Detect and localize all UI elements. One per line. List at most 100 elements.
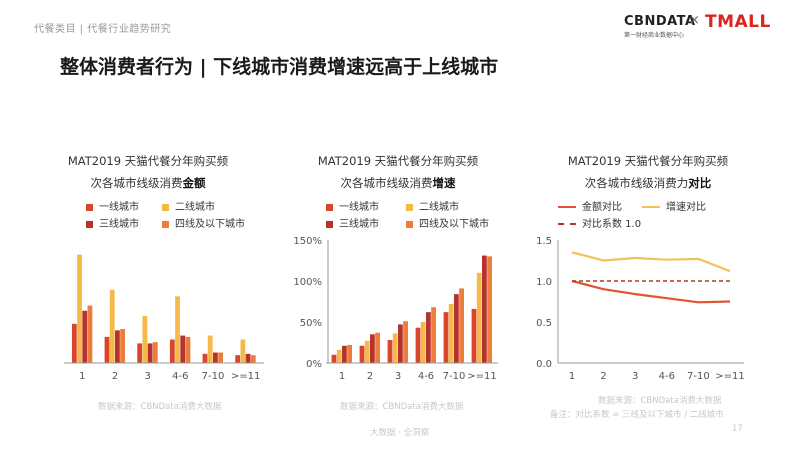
- legend-swatch: [642, 206, 660, 208]
- bar: [235, 355, 241, 363]
- chart-title-line1: MAT2019 天猫代餐分年购买频: [567, 154, 729, 168]
- legend-swatch: [326, 203, 333, 211]
- x-tick-label: 3: [395, 371, 401, 380]
- chart-title-prefix: 次各城市线级消费: [340, 176, 433, 190]
- bar: [180, 335, 186, 363]
- bar: [336, 349, 342, 363]
- x-tick-label: 1: [569, 371, 575, 380]
- legend-swatch: [558, 223, 576, 225]
- chart-title-prefix: 次各城市线级消费力: [584, 176, 689, 190]
- chart-note: 备注：对比系数 = 三线及以下城市 / 二线城市: [550, 410, 724, 420]
- legend-label: 四线及以下城市: [419, 219, 489, 230]
- x-tick-label: 7-10: [443, 371, 466, 380]
- bar: [77, 254, 82, 363]
- bar: [213, 352, 218, 363]
- page-title: 整体消费者行为 | 下线城市消费增速远高于上线城市: [60, 56, 499, 78]
- x-tick-label: 3: [144, 371, 150, 380]
- chart-growth: MAT2019 天猫代餐分年购买频 次各城市线级消费增速 一线城市 二线城市 三…: [278, 150, 518, 430]
- x-tick-label: 4-6: [659, 371, 675, 380]
- legend-label: 一线城市: [339, 202, 379, 213]
- bar: [331, 354, 337, 363]
- x-tick-label: 7-10: [687, 371, 710, 380]
- x-tick-label: 3: [632, 371, 638, 380]
- amount-series-line: [571, 279, 731, 304]
- x-tick-label: 7-10: [202, 371, 225, 380]
- legend-item: 增速对比: [642, 198, 706, 213]
- bar: [71, 323, 77, 363]
- bar: [476, 272, 482, 363]
- legend-swatch: [162, 220, 169, 228]
- chart-ratio: MAT2019 天猫代餐分年购买频 次各城市线级消费力对比 金额对比 增速对比 …: [528, 150, 768, 430]
- bar: [359, 345, 365, 363]
- bar: [403, 321, 408, 363]
- bar: [240, 339, 246, 363]
- bar: [120, 329, 125, 363]
- data-source: 数据来源：CBNData消费大数据: [598, 396, 722, 406]
- x-tick-label: 1: [79, 371, 85, 380]
- bar: [426, 312, 431, 363]
- bar: [147, 343, 153, 363]
- bar: [115, 330, 120, 363]
- bar: [431, 307, 436, 363]
- bar: [207, 335, 213, 363]
- x-tick-label: 2: [112, 371, 118, 380]
- bar: [370, 334, 375, 363]
- bar: [482, 255, 487, 363]
- chart-amount: MAT2019 天猫代餐分年购买频 次各城市线级消费金额 一线城市 二线城市 三…: [28, 150, 268, 430]
- legend-swatch: [162, 203, 169, 211]
- legend-item: 三线城市: [86, 215, 139, 230]
- x-tick-label: >=11: [467, 371, 496, 380]
- legend-item: 四线及以下城市: [162, 215, 245, 230]
- chart-plot: 1 2 3 4-6 7-10 >=11: [64, 254, 264, 380]
- legend-item: 二线城市: [406, 198, 459, 213]
- bar: [459, 288, 464, 363]
- x-tick-label: >=11: [715, 371, 744, 380]
- bar: [487, 256, 492, 363]
- x-tick-label: 2: [367, 371, 373, 380]
- chart-plot: 0% 50% 100% 150% 1 2 3 4-6 7-10 >=11: [293, 236, 498, 380]
- chart-title: MAT2019 天猫代餐分年购买频 次各城市线级消费力对比: [528, 150, 768, 194]
- legend-label: 对比系数 1.0: [582, 219, 642, 230]
- legend-swatch: [558, 206, 576, 208]
- bar: [375, 332, 380, 363]
- legend-swatch: [86, 220, 93, 228]
- bar: [202, 353, 208, 363]
- bar: [82, 310, 88, 363]
- chart-title-line1: MAT2019 天猫代餐分年购买频: [317, 154, 479, 168]
- bar: [218, 352, 223, 363]
- bar: [448, 303, 454, 363]
- footer-slogan: 大数据 · 全洞察: [370, 428, 430, 438]
- x-tick-label: 4-6: [172, 371, 188, 380]
- logo-separator: ×: [689, 13, 700, 28]
- breadcrumb: 代餐类目 | 代餐行业趋势研究: [34, 24, 172, 35]
- chart-plot: 0.0 0.5 1.0 1.5 1 2 3 4-6 7-10 >=11: [536, 236, 745, 380]
- bar: [454, 294, 459, 363]
- chart-title-line2: 次各城市线级消费增速: [278, 172, 518, 194]
- bar: [137, 343, 143, 363]
- legend-item: 一线城市: [86, 198, 139, 213]
- bar: [342, 345, 347, 363]
- data-source: 数据来源：CBNData消费大数据: [98, 402, 222, 412]
- chart-title-bold: 对比: [688, 176, 712, 190]
- bar: [347, 344, 352, 363]
- y-tick-label: 0.0: [536, 359, 552, 370]
- chart-title-line2: 次各城市线级消费金额: [28, 172, 268, 194]
- legend-item: 对比系数 1.0: [558, 215, 641, 230]
- bar: [415, 327, 421, 363]
- legend-label: 二线城市: [175, 202, 215, 213]
- bar: [142, 315, 148, 363]
- bar: [109, 289, 115, 363]
- cbndata-logo-subtitle: 第一财经商业数据中心: [624, 32, 685, 39]
- legend-label: 增速对比: [666, 202, 706, 213]
- y-tick-label: 1.0: [536, 277, 552, 288]
- y-tick-label: 50%: [300, 318, 322, 329]
- x-tick-label: 4-6: [418, 371, 434, 380]
- legend-swatch: [406, 220, 413, 228]
- legend-item: 二线城市: [162, 198, 215, 213]
- bar: [250, 355, 256, 363]
- legend-label: 金额对比: [582, 202, 622, 213]
- legend-swatch: [406, 203, 413, 211]
- bar: [398, 324, 403, 363]
- bar: [104, 336, 110, 363]
- legend-label: 三线城市: [99, 219, 139, 230]
